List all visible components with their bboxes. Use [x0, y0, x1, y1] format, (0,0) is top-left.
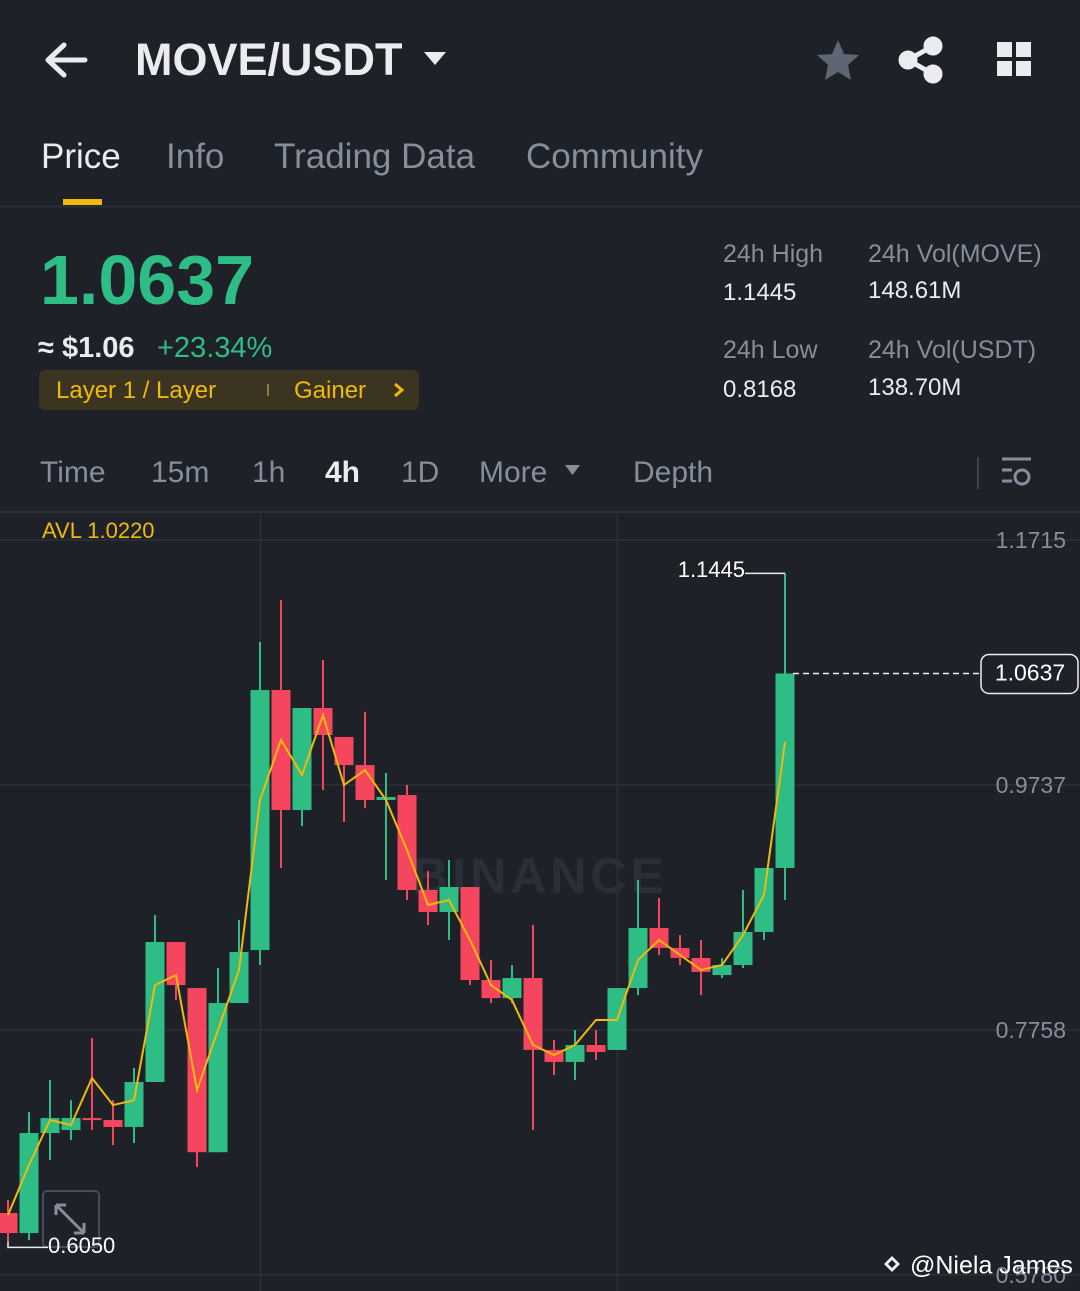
last-price: 1.0637	[40, 241, 255, 319]
stat-value: 1.1445	[723, 279, 797, 306]
avl-label: AVL 1.0220	[42, 518, 155, 543]
interval[interactable]: Time	[40, 456, 106, 489]
candle-body	[733, 931, 753, 966]
candle-body	[145, 941, 165, 1083]
interval[interactable]: 1h	[252, 456, 286, 489]
candle-body	[250, 690, 270, 951]
stat-label: 24h Low	[723, 336, 818, 364]
y-tick-label: 0.5780	[996, 1262, 1066, 1288]
last-price-box	[980, 653, 1079, 695]
icons	[0, 36, 1080, 513]
chart-settings[interactable]	[1002, 457, 1031, 486]
tag-box[interactable]	[39, 370, 419, 410]
candle-body	[313, 707, 333, 735]
usd-price: ≈ $1.06	[38, 332, 135, 364]
tab[interactable]: Community	[526, 137, 703, 176]
badge[interactable]: Gainer	[294, 377, 367, 404]
candle-body	[271, 690, 291, 811]
candle-body	[229, 952, 249, 1004]
back-arrow[interactable]	[45, 42, 88, 78]
candle-body	[208, 1003, 228, 1153]
candle-body	[754, 867, 774, 932]
tag-chevron	[394, 382, 405, 398]
more-dropdown[interactable]	[565, 465, 580, 475]
candle-body	[565, 1044, 585, 1062]
candle-body	[523, 978, 543, 1050]
candle-body	[0, 1213, 18, 1234]
candle-body	[103, 1120, 123, 1127]
stat-value: 138.70M	[868, 374, 962, 401]
pair-dropdown[interactable]	[424, 52, 446, 65]
favorite-star[interactable]	[817, 40, 859, 80]
expand-icon	[54, 1203, 86, 1235]
candle-body	[397, 795, 417, 890]
min-leader	[7, 1241, 48, 1249]
candle-body	[124, 1082, 144, 1127]
credit-logo	[884, 1256, 900, 1272]
stat-label: 24h Vol(MOVE)	[868, 240, 1042, 268]
interval[interactable]: 1D	[401, 456, 440, 489]
stat-value: 148.61M	[868, 277, 962, 304]
candle-body	[460, 887, 480, 980]
pair-title[interactable]: MOVE/USDT	[135, 34, 403, 85]
candle-body	[418, 889, 438, 913]
candle-body	[586, 1044, 606, 1052]
min-label: 0.6050	[48, 1233, 115, 1258]
candle-body	[19, 1133, 39, 1234]
interval[interactable]: Depth	[633, 456, 714, 489]
max-label: 1.1445	[678, 557, 745, 582]
share-icon[interactable]	[898, 36, 943, 84]
interval-active[interactable]: 4h	[325, 456, 361, 489]
tab[interactable]: Price	[41, 137, 121, 176]
candle-body	[292, 707, 312, 811]
candle-body	[187, 988, 207, 1153]
y-tick-label: 0.7758	[996, 1017, 1066, 1043]
stat-value: 0.8168	[723, 376, 797, 403]
candle-body	[334, 736, 354, 766]
credit: @Niela James	[910, 1252, 1073, 1280]
candle-body	[166, 941, 186, 986]
tab-indicator	[63, 199, 102, 205]
tab[interactable]: Trading Data	[274, 137, 476, 176]
candle-body	[481, 979, 501, 999]
stat-label: 24h High	[723, 240, 824, 268]
tag[interactable]: Layer 1 / Layer	[56, 377, 217, 404]
y-tick-label: 1.1715	[996, 527, 1066, 553]
tab[interactable]: Info	[166, 137, 225, 176]
interval[interactable]: 15m	[151, 456, 210, 489]
stat-label: 24h Vol(USDT)	[868, 336, 1037, 364]
interval[interactable]: More	[479, 456, 548, 489]
candle-body	[82, 1118, 102, 1121]
price-change: +23.34%	[157, 332, 273, 364]
y-tick-label: 0.9737	[996, 772, 1066, 798]
last-price-label: 1.0637	[995, 660, 1065, 686]
candle-body	[712, 965, 732, 976]
grid-icon[interactable]	[997, 42, 1031, 76]
candle-body	[775, 673, 795, 868]
chart: BINANCE AVL 1.0220 1.17150.97370.77580.5…	[0, 513, 1080, 1291]
candle-body	[670, 947, 690, 958]
candle-body	[502, 978, 522, 999]
ma-line	[7, 711, 786, 1216]
